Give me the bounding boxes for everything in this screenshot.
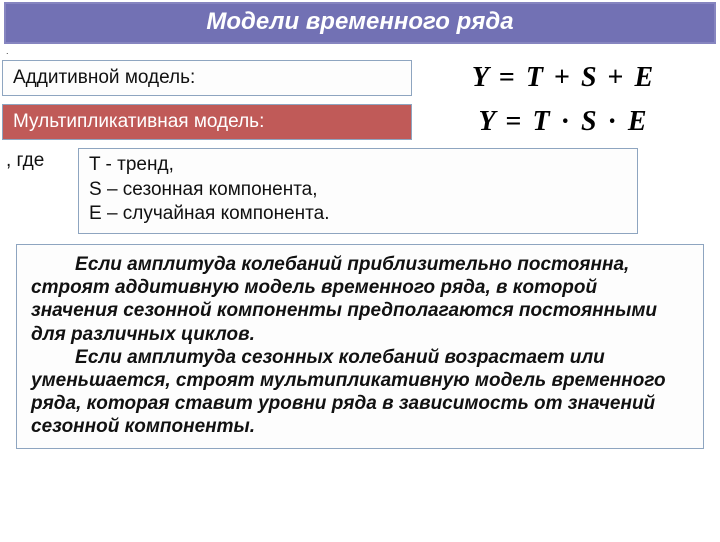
definitions-box: T - тренд, S – сезонная компонента, E – … xyxy=(78,148,638,234)
additive-label: Аддитивной модель: xyxy=(2,60,412,96)
def-s: S – сезонная компонента, xyxy=(89,178,627,203)
explanation-p2: Если амплитуда сезонных колебаний возрас… xyxy=(31,346,689,439)
explanation-box: Если амплитуда колебаний приблизительно … xyxy=(16,244,704,449)
multiplicative-label: Мультипликативная модель: xyxy=(2,104,412,140)
additive-row: Аддитивной модель: Y = T + S + E xyxy=(0,60,720,96)
multiplicative-formula: Y = T · S · E xyxy=(412,106,714,138)
def-e: E – случайная компонента. xyxy=(89,202,627,227)
def-t: T - тренд, xyxy=(89,153,627,178)
stray-dot: . xyxy=(6,46,720,56)
definitions-row: , где T - тренд, S – сезонная компонента… xyxy=(0,148,720,234)
additive-formula: Y = T + S + E xyxy=(412,62,714,94)
slide-title: Модели временного ряда xyxy=(4,2,716,44)
where-label: , где xyxy=(0,148,78,234)
explanation-p1: Если амплитуда колебаний приблизительно … xyxy=(31,253,689,346)
multiplicative-row: Мультипликативная модель: Y = T · S · E xyxy=(0,104,720,140)
